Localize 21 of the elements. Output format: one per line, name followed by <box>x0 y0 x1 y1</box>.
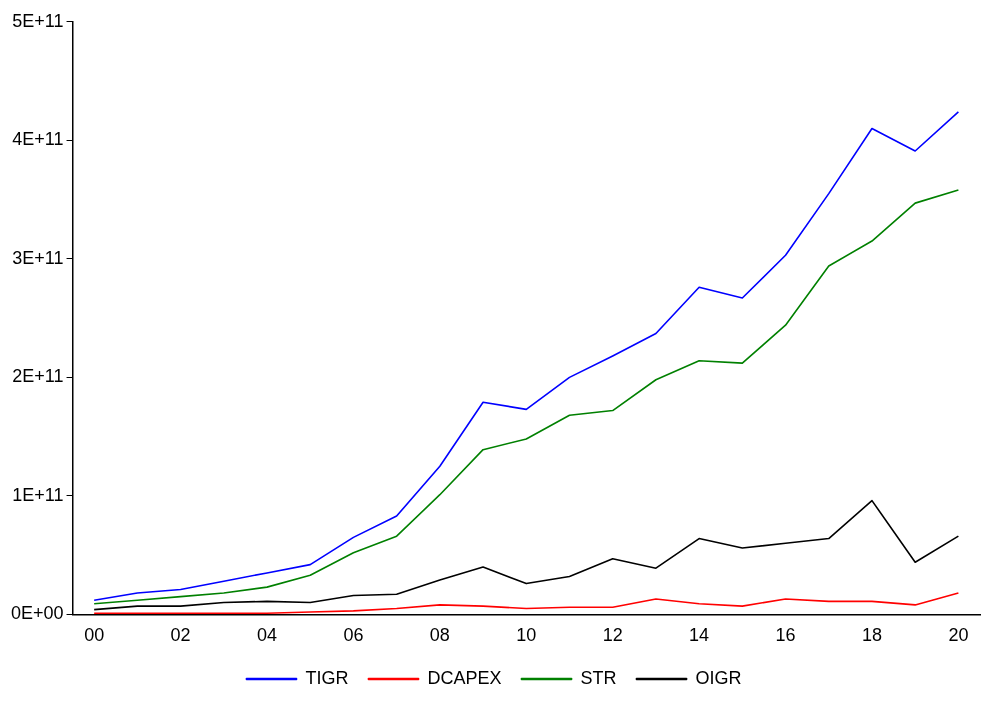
x-tick-label: 16 <box>775 625 796 646</box>
x-tick-label: 02 <box>170 625 191 646</box>
x-tick-label: 20 <box>948 625 969 646</box>
x-tick-label: 12 <box>602 625 623 646</box>
y-tick-label: 3E+11 <box>12 247 64 268</box>
legend-label: STR <box>580 667 617 688</box>
x-tick-label: 00 <box>84 625 105 646</box>
y-tick-label: 0E+00 <box>10 603 64 624</box>
y-tick-label: 2E+11 <box>12 366 64 387</box>
x-tick-label: 14 <box>689 625 710 646</box>
x-tick-label: 04 <box>256 625 278 646</box>
x-tick-label: 18 <box>861 625 882 646</box>
y-tick-label: 5E+11 <box>12 10 64 31</box>
x-tick-label: 08 <box>429 625 450 646</box>
legend-label: DCAPEX <box>427 667 502 688</box>
x-tick-label: 10 <box>516 625 537 646</box>
y-tick-label: 1E+11 <box>12 484 64 505</box>
x-tick-label: 06 <box>343 625 364 646</box>
legend-label: OIGR <box>695 667 742 688</box>
y-tick-label: 4E+11 <box>12 129 64 150</box>
legend-label: TIGR <box>305 667 349 688</box>
